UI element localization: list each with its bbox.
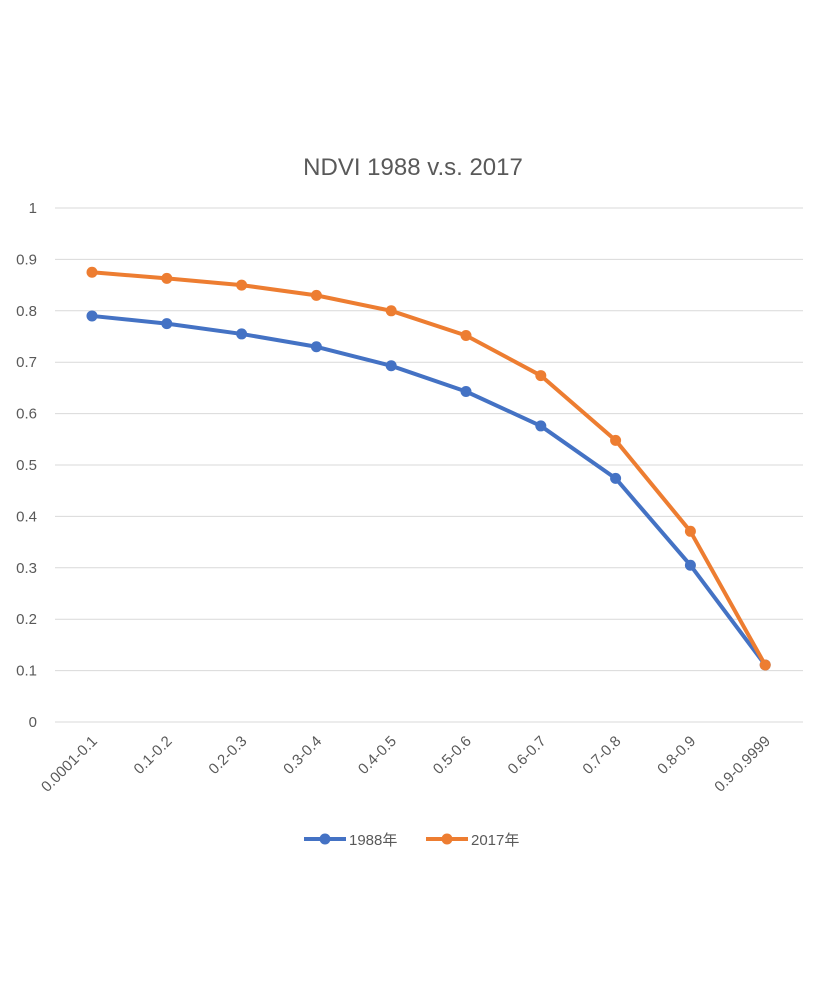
legend-marker	[319, 833, 331, 845]
x-tick-label: 0.5-0.6	[430, 733, 475, 778]
x-tick-label: 0.3-0.4	[280, 733, 325, 778]
data-point	[310, 341, 322, 353]
y-tick-label: 0.3	[16, 560, 37, 577]
data-point	[161, 272, 173, 284]
legend: 1988年 2017年	[304, 832, 519, 849]
data-point	[759, 659, 771, 671]
legend-marker	[441, 833, 453, 845]
y-axis-ticks: 0 0.1 0.2 0.3 0.4 0.5 0.6 0.7 0.8 0.9 1	[16, 200, 37, 731]
legend-label: 1988年	[349, 832, 397, 849]
data-point	[684, 559, 696, 571]
y-tick-label: 0.9	[16, 251, 37, 268]
x-tick-label: 0.0001-0.1	[38, 733, 101, 796]
data-point	[684, 525, 696, 537]
x-tick-label: 0.1-0.2	[131, 733, 176, 778]
x-tick-label: 0.7-0.8	[579, 733, 624, 778]
y-tick-label: 0.5	[16, 457, 37, 474]
y-tick-label: 0.2	[16, 611, 37, 628]
series-lines	[86, 266, 771, 671]
x-tick-label: 0.2-0.3	[205, 733, 250, 778]
y-tick-label: 0.1	[16, 663, 37, 680]
y-tick-label: 0	[29, 714, 37, 731]
chart-title: NDVI 1988 v.s. 2017	[303, 154, 523, 181]
x-tick-label: 0.8-0.9	[654, 733, 699, 778]
x-axis-ticks: 0.0001-0.1 0.1-0.2 0.2-0.3 0.3-0.4 0.4-0.5 0.…	[38, 733, 774, 796]
y-tick-label: 0.6	[16, 406, 37, 423]
data-point	[610, 472, 622, 484]
data-point	[236, 328, 248, 340]
gridlines	[55, 207, 803, 723]
x-tick-label: 0.4-0.5	[355, 733, 400, 778]
series-line	[90, 270, 768, 667]
data-point	[385, 360, 397, 372]
series-line	[90, 313, 768, 667]
data-point	[161, 318, 173, 330]
y-tick-label: 1	[29, 200, 37, 217]
data-point	[86, 266, 98, 278]
data-point	[460, 385, 472, 397]
legend-label: 2017年	[471, 832, 519, 849]
data-point	[460, 329, 472, 341]
data-point	[535, 420, 547, 432]
y-tick-label: 0.4	[16, 508, 37, 525]
data-point	[310, 289, 322, 301]
y-tick-label: 0.7	[16, 354, 37, 371]
data-point	[86, 310, 98, 322]
data-point	[236, 279, 248, 291]
x-tick-label: 0.6-0.7	[505, 733, 550, 778]
x-tick-label: 0.9-0.9999	[711, 733, 774, 796]
data-point	[385, 305, 397, 317]
data-point	[610, 434, 622, 446]
y-tick-label: 0.8	[16, 303, 37, 320]
data-point	[535, 370, 547, 382]
